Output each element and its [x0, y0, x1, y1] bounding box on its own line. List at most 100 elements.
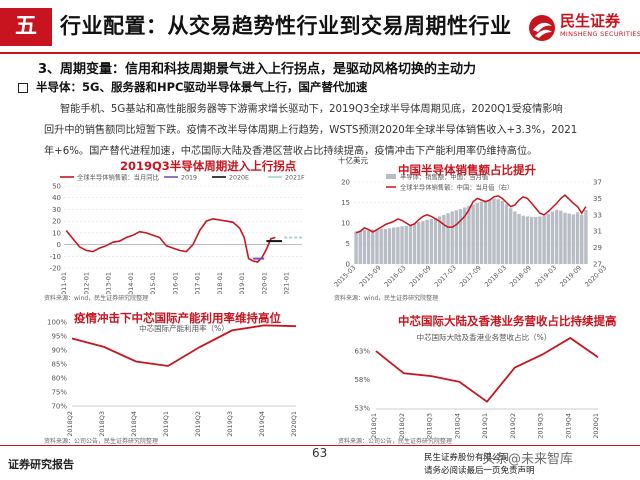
- chart2-bar: [404, 225, 408, 264]
- chart4-xtick: 2019Q1: [481, 413, 489, 439]
- chart1-xtick: 2017-01: [194, 272, 202, 294]
- bullet-heading: 半导体：5G、服务器和HPC驱动半导体景气上行，国产替代加速: [36, 80, 368, 94]
- chart4-source: 资料来源：公司公告，民生证券研究院整理: [338, 438, 453, 445]
- chart2-xtick: 2019-03: [533, 264, 558, 289]
- chart2-bar: [396, 227, 400, 264]
- chart2-bar: [412, 223, 417, 264]
- chart2-title: 中国半导体销售额占比提升: [398, 163, 536, 177]
- chart3-ytick: 100%: [47, 319, 67, 327]
- chart2-bar: [575, 212, 580, 264]
- chart2-y2tick: 37: [593, 179, 602, 187]
- paragraph-line-2: 回升中的销售额同比短暂下跌。疫情不改半导体周期上行趋势，WSTS预测2020年全…: [44, 125, 578, 136]
- chart1-xtick: 2018-01: [216, 272, 224, 294]
- chart2-y2tick: 31: [593, 228, 602, 236]
- chart1-legend-label: 2020E: [229, 175, 249, 182]
- chart4-xtick: 2018Q2: [398, 413, 406, 439]
- chart2-bar: [571, 214, 576, 264]
- chart1-ytick: -10: [50, 253, 61, 261]
- chart2-bar: [504, 204, 509, 264]
- chart2-bar: [387, 228, 392, 264]
- chart2-bar: [521, 215, 525, 264]
- chart2-ytick: 0: [346, 261, 350, 269]
- chart4-ytick: 63%: [354, 348, 370, 356]
- chart3-source: 资料来源：公司公告，民生证券研究院整理: [44, 438, 159, 445]
- chart2-xtick: 2019-09: [558, 264, 583, 289]
- chart4-xtick: 2020Q1: [592, 413, 600, 439]
- chart2-bar: [421, 220, 425, 264]
- chart1-plot: -20 -10 0 10 20 30 40 50 2011-01 2012-01 2013-01 20…: [50, 173, 305, 295]
- chart2-bar: [550, 211, 555, 264]
- chart2-bar: [400, 226, 404, 264]
- chart1-title: 2019Q3半导体周期进入上行拐点: [120, 159, 297, 173]
- chart2-xtick: 2016-03: [383, 264, 408, 289]
- chart4-xtick: 2019Q3: [537, 413, 545, 439]
- chart2-bar: [471, 204, 475, 264]
- chart1-legend-label: 全球半导体销售额：当月同比: [77, 173, 159, 182]
- chart2-bar: [425, 219, 429, 264]
- chart4-xtick: 2018Q3: [426, 413, 434, 439]
- chart1-ytick: -20: [50, 265, 61, 273]
- chart2-legend-label: 全球半导体销售额：中国：当月值（右）: [400, 183, 513, 192]
- footer-divider: [0, 445, 640, 446]
- paragraph-line-3: 年+6%。国产替代进程加速，中芯国际大陆及香港区营收占比持续提高，疫情冲击下产能…: [44, 146, 538, 157]
- chart1-xtick: 2016-01: [171, 272, 179, 294]
- chart2-xtick: 2017-03: [433, 264, 458, 289]
- chart1-xtick: 2020-01: [260, 272, 268, 294]
- chart2-bar: [483, 200, 488, 264]
- chart2-bar: [433, 217, 438, 264]
- chart2-bar: [458, 209, 463, 264]
- chart4-xtick: 2018Q4: [453, 413, 461, 439]
- chart3-plot: 70% 75% 80% 85% 90% 95% 100% 2018Q2 2018Q3 2018Q4…: [47, 319, 298, 437]
- chart1-xtick: 2019-01: [238, 272, 246, 294]
- chart1-source: 资料来源：wind，民生证券研究院整理: [44, 295, 149, 302]
- chart2-source: 资料来源：wind，民生证券研究院整理: [334, 295, 439, 302]
- chart4-xtick: 2018Q1: [370, 413, 378, 439]
- chart3-xtick: 2018Q3: [98, 411, 106, 437]
- chart2-bar: [366, 230, 371, 264]
- chart3-ytick: 85%: [51, 361, 67, 369]
- chart1-xtick: 2012-01: [82, 272, 90, 294]
- chart2-xtick: 2018-09: [508, 264, 533, 289]
- chart3-xtick: 2019Q2: [194, 411, 202, 437]
- chart1-ytick: 30: [52, 206, 61, 214]
- chart2-ytick: 10: [341, 220, 350, 228]
- chart3-xtick: 2018Q4: [130, 411, 138, 437]
- chart1-legend-label: 2021F: [285, 175, 305, 182]
- chart2-bar: [362, 229, 367, 264]
- chart2-y2tick: 29: [593, 244, 602, 252]
- footer-company: 民生证券股份有限公司: [424, 453, 510, 463]
- chart2-bar: [580, 214, 584, 264]
- chart2-bar: [417, 222, 421, 264]
- chart2-ytick: 15: [341, 199, 350, 207]
- chart1-ytick: 40: [52, 194, 61, 202]
- chart4-ytick: 58%: [354, 376, 370, 384]
- chart4-series-label: 中芯国际大陆及香港业务营收占比（%）: [417, 332, 552, 342]
- chart2-xtick: 2016-09: [408, 264, 433, 289]
- logo-name-en: MINSHENG SECURITIES: [560, 30, 640, 38]
- chart4-title: 中芯国际大陆及香港业务营收占比持续提高: [398, 314, 617, 328]
- chart3-ytick: 95%: [51, 333, 67, 341]
- chart1-xtick: 2014-01: [127, 272, 135, 294]
- chart1-legend-label: 2019: [181, 175, 197, 182]
- chart2-bar: [429, 218, 433, 264]
- chart1-ytick: 10: [52, 229, 61, 237]
- chart3-ytick: 80%: [51, 375, 67, 383]
- chart2-ytick: 5: [346, 240, 350, 248]
- chart1-ytick: 20: [52, 218, 61, 226]
- chart1-xtick: 2011-01: [60, 272, 68, 294]
- chart2-bar: [559, 210, 563, 264]
- chart2-bar: [475, 202, 479, 264]
- chart2-bar: [488, 199, 492, 264]
- chart2-bar: [467, 205, 471, 264]
- footer-report-label: 证券研究报告: [8, 458, 74, 471]
- chart2-unit: 十亿美元: [338, 156, 368, 165]
- chart2-bar: [454, 210, 459, 264]
- chart1-xtick: 2015-01: [149, 272, 157, 294]
- chart2-bar: [479, 201, 484, 264]
- chart1-ytick: 50: [52, 183, 61, 191]
- footer-disclaimer: 请务必阅读最后一页免责声明: [424, 466, 535, 476]
- chart2-bar: [375, 229, 379, 264]
- watermark: 头条@未来智库: [482, 452, 574, 467]
- chart4-xtick: 2019Q4: [564, 413, 572, 439]
- chart2-bar: [534, 216, 538, 264]
